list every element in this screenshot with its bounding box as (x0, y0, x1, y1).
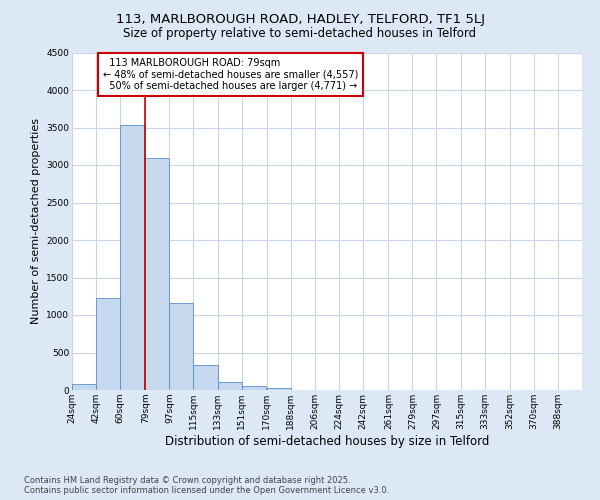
Bar (267, 388, 291, 390)
Bar (72, 384, 96, 390)
Bar (169, 303, 193, 390)
Text: 113, MARLBOROUGH ROAD, HADLEY, TELFORD, TF1 5LJ: 113, MARLBOROUGH ROAD, HADLEY, TELFORD, … (115, 12, 485, 26)
Bar (120, 125, 144, 390)
Y-axis label: Number of semi-detached properties: Number of semi-detached properties (31, 118, 41, 324)
Text: Size of property relative to semi-detached houses in Telford: Size of property relative to semi-detach… (124, 28, 476, 40)
Bar (145, 158, 169, 390)
Text: Contains HM Land Registry data © Crown copyright and database right 2025.
Contai: Contains HM Land Registry data © Crown c… (24, 476, 389, 495)
Text: 113 MARLBOROUGH ROAD: 79sqm
← 48% of semi-detached houses are smaller (4,557)
  : 113 MARLBOROUGH ROAD: 79sqm ← 48% of sem… (103, 58, 358, 91)
X-axis label: Distribution of semi-detached houses by size in Telford: Distribution of semi-detached houses by … (165, 434, 489, 448)
Bar (96, 298, 120, 390)
Bar (242, 386, 266, 390)
Bar (218, 382, 242, 390)
Bar (193, 364, 218, 390)
